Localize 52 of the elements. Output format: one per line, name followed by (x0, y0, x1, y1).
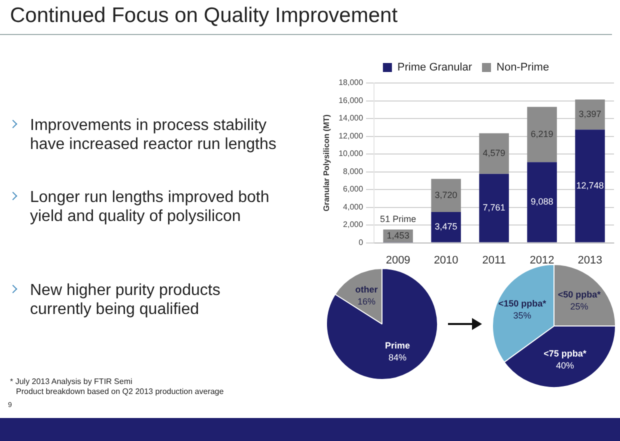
data-label: 6,219 (530, 129, 554, 139)
x-tick-label: 2009 (386, 254, 410, 266)
y-tick-label: 0 (358, 238, 364, 248)
y-tick-label: 16,000 (338, 96, 364, 105)
data-label: 3,720 (434, 190, 458, 200)
data-label: 25% (570, 301, 588, 312)
x-tick-label: 2010 (434, 254, 458, 266)
x-tick-label: 2012 (530, 254, 554, 266)
legend-label: Prime Granular (397, 62, 472, 74)
bar (479, 174, 509, 242)
y-tick-label: 6,000 (343, 184, 364, 194)
legend-label: Non-Prime (496, 62, 550, 74)
bar (431, 178, 461, 212)
data-label: 7,761 (482, 202, 506, 213)
slice-label: <150 ppba* (498, 298, 547, 308)
data-label: 1,453 (386, 230, 410, 240)
y-tick-label: 4,000 (343, 202, 364, 212)
bar (479, 133, 509, 174)
data-label: 35% (513, 310, 532, 320)
y-tick-label: 12,000 (338, 131, 364, 140)
y-tick-label: 2,000 (343, 220, 364, 230)
text: New higher purity products currently being qualified (30, 281, 222, 320)
data-label: 12,748 (576, 180, 604, 190)
y-axis-title: Granular Polysilicon (MT) (322, 114, 332, 212)
bar (527, 106, 557, 162)
data-label: 4,579 (482, 148, 506, 158)
text: Product breakdown based on Q2 2013 production average (16, 387, 225, 397)
y-tick-label: 10,000 (338, 149, 364, 158)
data-label: 9,088 (530, 196, 554, 207)
data-label: 40% (556, 360, 574, 370)
y-tick-label: 14,000 (338, 114, 364, 123)
text: Continued Focus on Quality Improvement (10, 4, 398, 28)
data-label: 3,475 (434, 222, 458, 232)
slice-label: <75 ppba* (544, 348, 587, 358)
bar (575, 99, 605, 130)
slice-label: <50 ppba* (558, 289, 602, 300)
slice-label: other (355, 284, 378, 294)
slice-label: Prime (385, 340, 410, 351)
y-tick-label: 18,000 (338, 78, 364, 88)
x-tick-label: 2011 (482, 254, 506, 266)
text: * July 2013 Analysis by FTIR Semi (10, 377, 134, 387)
bar (575, 130, 605, 242)
data-label: 51 Prime (380, 214, 416, 224)
bar (431, 212, 461, 242)
data-label: 84% (388, 352, 407, 363)
data-label: 16% (357, 296, 376, 306)
bar (527, 162, 557, 242)
text: Longer run lengths improved both yield and quality of polysilicon (30, 188, 270, 226)
text: Improvements in process stability have increased reactor run lengths (30, 116, 278, 154)
x-tick-label: 2013 (578, 254, 602, 266)
y-tick-label: 8,000 (343, 166, 364, 176)
data-label: 3,397 (578, 109, 602, 120)
